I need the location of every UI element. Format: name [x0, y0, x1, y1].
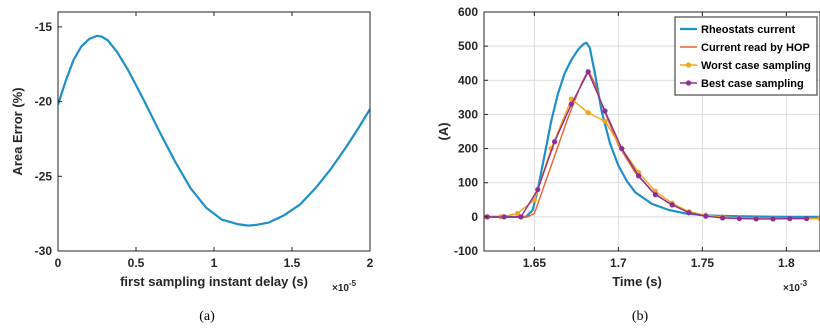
x-axis-label: Time (s)	[612, 274, 662, 289]
data-point	[719, 215, 726, 221]
x-exponent-label: ×10-3	[783, 279, 808, 294]
x-tick-label: 1.7	[610, 256, 627, 270]
x-tick-label: 1.5	[284, 256, 301, 270]
data-point	[753, 216, 759, 222]
y-tick-label: -20	[35, 95, 53, 109]
legend-entry: Best case sampling	[701, 78, 804, 90]
data-point	[817, 215, 820, 222]
data-point	[619, 145, 625, 152]
legend-marker	[685, 80, 692, 86]
x-tick-label: 1.65	[523, 256, 547, 270]
data-point	[635, 173, 642, 179]
data-point	[551, 139, 558, 145]
y-tick-label: 0	[471, 210, 478, 224]
data-point	[703, 213, 709, 219]
figure-caption: (a)	[199, 309, 215, 324]
data-point	[803, 215, 810, 222]
series-line-4	[487, 71, 807, 220]
y-tick-label: -25	[35, 169, 53, 183]
data-point	[787, 215, 793, 222]
x-tick-label: 1	[211, 256, 218, 270]
y-tick-label: 300	[458, 107, 478, 121]
y-axis-label: (A)	[436, 122, 451, 140]
x-axis-label: first sampling instant delay (s)	[120, 274, 308, 289]
chart-b-current: 1.65 1.7 1.75 1.8 -100 0 100 200 300 400 500 600 Tim…	[436, 5, 820, 324]
x-exponent-label: ×10-5	[332, 279, 357, 294]
y-tick-label: 100	[458, 176, 478, 190]
data-point	[770, 216, 776, 222]
plot-frame	[57, 11, 371, 252]
data-point	[669, 202, 675, 208]
y-tick-label: -30	[35, 244, 53, 258]
legend-marker	[685, 62, 692, 68]
x-tick-label: 0.5	[128, 256, 145, 270]
y-tick-label: 500	[458, 39, 478, 53]
data-point	[602, 118, 608, 124]
y-tick-label: 600	[458, 5, 478, 19]
legend-entry: Worst case sampling	[701, 60, 811, 72]
y-axis-label: Area Error (%)	[10, 87, 25, 175]
chart-a-area-error: 0 0.5 1 1.5 2 -30 -25 -20 -15 first sampling inst…	[10, 11, 374, 324]
legend-entry: Rheostats current	[701, 24, 795, 36]
y-tick-label: -100	[454, 244, 478, 258]
y-tick-label: 400	[458, 73, 478, 87]
y-tick-label: 200	[458, 142, 478, 156]
data-point	[518, 214, 524, 220]
data-point	[585, 69, 591, 75]
data-point	[515, 210, 521, 217]
legend-entry: Current read by HOP	[701, 42, 810, 54]
data-point	[652, 192, 658, 198]
data-point	[736, 215, 742, 222]
data-point	[568, 101, 574, 107]
legend-box	[674, 16, 818, 96]
x-tick-label: 2	[367, 256, 374, 270]
data-point	[535, 186, 541, 193]
data-point	[585, 110, 591, 116]
x-tick-label: 0	[55, 256, 62, 270]
x-tick-label: 1.8	[778, 256, 795, 270]
data-point	[686, 210, 692, 216]
y-tick-label: -15	[35, 20, 53, 34]
data-point	[501, 214, 507, 220]
data-point	[602, 108, 608, 114]
figure-caption: (b)	[632, 309, 649, 324]
series-line-1	[58, 34, 370, 227]
plot-frame	[483, 11, 820, 252]
x-tick-label: 1.75	[691, 256, 715, 270]
